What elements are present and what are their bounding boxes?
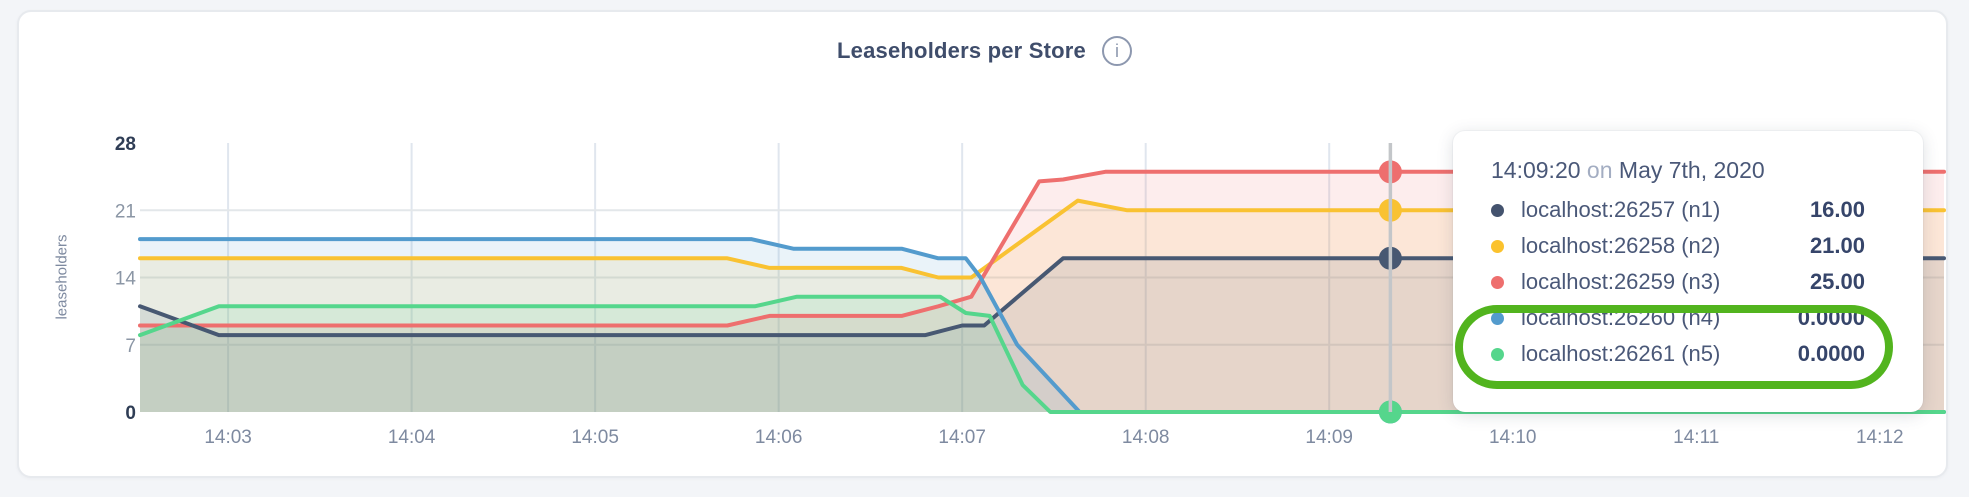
series-label: localhost:26258 (n2) [1521,233,1721,258]
series-color-dot [1491,203,1504,217]
highlight-annotation-oval [1455,305,1893,389]
y-tick-label: 21 [115,201,136,222]
series-line [138,294,1946,414]
series-label: localhost:26257 (n1) [1521,197,1721,222]
tooltip-row: localhost:26259 (n3) 25.00 [1491,264,1865,300]
x-tick-label: 14:11 [1673,427,1719,448]
x-tick-label: 14:05 [571,427,619,448]
series-label: localhost:26259 (n3) [1521,269,1721,294]
tooltip-header: 14:09:20 on May 7th, 2020 [1491,157,1865,184]
x-tick-label: 14:06 [755,427,803,448]
info-icon[interactable]: i [1101,36,1132,66]
tooltip-time: 14:09:20 [1491,157,1581,183]
x-tick-label: 14:07 [938,427,986,448]
x-tick-label: 14:03 [204,427,252,448]
y-tick-label: 14 [115,269,137,290]
x-tick-label: 14:04 [388,427,436,448]
series-line [138,256,1946,338]
y-tick-label: 7 [125,336,136,357]
hover-tooltip: 14:09:20 on May 7th, 2020 localhost:2625… [1453,131,1923,412]
series-line [138,169,1946,328]
y-tick-label: 28 [115,134,136,155]
y-tick-label: 0 [125,403,136,424]
series-value: 21.00 [1809,233,1865,258]
series-value: 25.00 [1809,269,1865,294]
x-tick-label: 14:12 [1856,427,1904,448]
series-line [138,237,1946,414]
tooltip-date: May 7th, 2020 [1618,157,1765,183]
series-area [140,239,1944,412]
series-label: localhost:26261 (n5) [1521,341,1721,366]
series-color-dot [1491,239,1504,253]
tooltip-connector: on [1586,157,1613,183]
series-value: 16.00 [1809,197,1865,222]
x-tick-label: 14:09 [1305,427,1353,448]
series-color-dot [1491,275,1504,289]
x-tick-label: 14:10 [1489,427,1537,448]
tooltip-row: localhost:26258 (n2) 21.00 [1491,228,1865,264]
info-icon-glyph: i [1114,40,1119,61]
x-tick-label: 14:08 [1122,427,1170,448]
chart-title: Leaseholders per Store [837,38,1086,63]
series-line [138,198,1946,280]
tooltip-row: localhost:26257 (n1) 16.00 [1491,192,1865,228]
chart-header: Leaseholders per Store i [0,36,1969,66]
